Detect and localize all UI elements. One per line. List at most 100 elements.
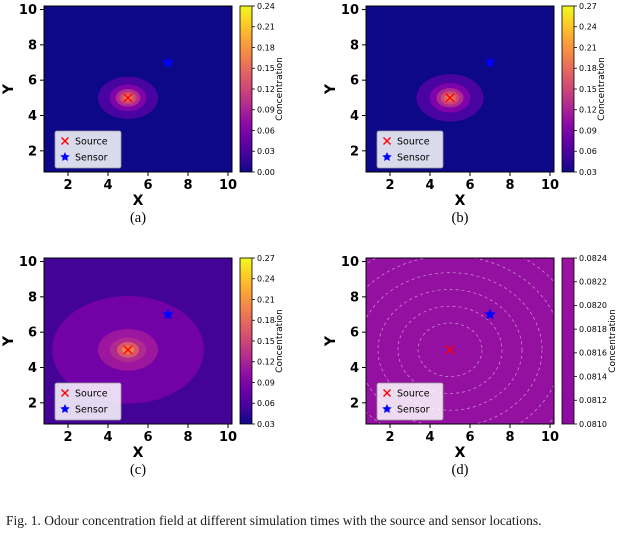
- panel-caption: (d): [452, 462, 469, 478]
- colorbar-tick-label: 0.12: [257, 358, 275, 367]
- source-marker-icon: [123, 345, 133, 355]
- colorbar-tick-label: 0.03: [257, 147, 275, 156]
- x-tick-label: 6: [465, 178, 474, 193]
- cross-stroke: [445, 93, 455, 103]
- colorbar-tick-label: 0.24: [257, 275, 275, 284]
- colorbar-tick-label: 0.24: [257, 2, 275, 11]
- colorbar-tick-label: 0.00: [257, 168, 275, 177]
- legend-sensor-label: Sensor: [75, 153, 108, 164]
- colorbar: [239, 5, 253, 173]
- colorbar-label: Concentration: [608, 309, 618, 373]
- x-tick-label: 6: [465, 430, 474, 445]
- y-tick-label: 10: [19, 3, 37, 18]
- cross-stroke: [383, 137, 391, 145]
- sensor-marker-icon: [162, 56, 174, 68]
- source-marker-icon: [445, 345, 455, 355]
- legend-box: [376, 382, 444, 421]
- legend: Source Sensor: [376, 130, 444, 169]
- y-axis-label: Y: [1, 83, 17, 95]
- y-tick-label: 6: [28, 74, 37, 89]
- x-tick-label: 10: [541, 178, 559, 193]
- legend-sensor-marker-icon: [382, 152, 392, 162]
- x-axis-label: X: [133, 193, 144, 209]
- y-tick-label: 6: [350, 326, 359, 341]
- x-tick-label: 4: [103, 430, 112, 445]
- colorbar-label: Concentration: [275, 309, 285, 373]
- y-tick-label: 8: [350, 38, 359, 53]
- colorbar-tick-label: 0.0810: [579, 420, 607, 429]
- colorbar-tick-label: 0.03: [579, 168, 597, 177]
- y-tick-label: 8: [28, 38, 37, 53]
- source-marker-icon: [123, 93, 133, 103]
- cross-stroke: [445, 345, 455, 355]
- colorbar-tick-label: 0.21: [579, 43, 597, 52]
- colorbar-tick-label: 0.0814: [579, 372, 607, 381]
- sensor-marker-icon: [162, 308, 174, 320]
- cross-stroke: [383, 389, 391, 397]
- colorbar-label: Concentration: [275, 57, 285, 121]
- colorbar-tick-label: 0.0816: [579, 349, 607, 358]
- x-axis-label: X: [133, 445, 144, 461]
- x-tick-label: 2: [385, 430, 394, 445]
- figure-caption: Fig. 1. Odour concentration field at dif…: [6, 513, 542, 528]
- x-tick-label: 2: [63, 430, 72, 445]
- x-axis-label: X: [455, 445, 466, 461]
- colorbar-tick-label: 0.27: [579, 2, 597, 11]
- legend-source-marker-icon: [383, 137, 391, 145]
- legend: Source Sensor: [54, 382, 122, 421]
- colorbar-tick-label: 0.18: [257, 316, 275, 325]
- y-tick-label: 4: [28, 361, 37, 376]
- colorbar-tick-label: 0.27: [257, 254, 275, 263]
- dashed-contour-line: [397, 305, 503, 394]
- axes-frame: [43, 5, 233, 173]
- colorbar-tick-label: 0.06: [257, 399, 275, 408]
- plot-d: 2 4 6 8 10 2 4 6 8 10 X Y 0.0810 0.0812 0.0814 0.0816 0.…: [323, 254, 618, 478]
- y-tick-label: 4: [28, 109, 37, 124]
- concentration-field: [366, 258, 554, 424]
- cross-stroke: [61, 389, 69, 397]
- colorbar-tick-label: 0.21: [257, 295, 275, 304]
- x-tick-label: 10: [541, 430, 559, 445]
- subplot-b: 2 4 6 8 10 2 4 6 8 10 X Y 0.03 0.06 0.09 0.12 0.15 0.18 0.…: [322, 0, 640, 250]
- colorbar-tick-label: 0.15: [257, 64, 275, 73]
- legend-sensor-label: Sensor: [397, 153, 430, 164]
- colorbar-tick-label: 0.06: [579, 147, 597, 156]
- axes-frame: [43, 257, 233, 425]
- cross-stroke: [123, 93, 133, 103]
- x-tick-label: 4: [425, 178, 434, 193]
- x-tick-label: 10: [219, 178, 237, 193]
- legend-sensor-marker-icon: [60, 404, 70, 414]
- colorbar-tick-label: 0.0818: [579, 325, 607, 334]
- x-tick-label: 10: [219, 430, 237, 445]
- colorbar-tick-label: 0.24: [579, 23, 597, 32]
- y-tick-label: 2: [350, 144, 359, 159]
- y-tick-label: 10: [341, 3, 359, 18]
- cross-stroke: [61, 137, 69, 145]
- y-tick-label: 6: [350, 74, 359, 89]
- legend-box: [54, 130, 122, 169]
- colorbar-tick-label: 0.12: [257, 85, 275, 94]
- legend: Source Sensor: [54, 130, 122, 169]
- legend-source-marker-icon: [61, 137, 69, 145]
- y-tick-label: 2: [28, 144, 37, 159]
- legend-source-label: Source: [397, 137, 430, 148]
- subplot-a: 2 4 6 8 10 2 4 6 8 10 X Y 0.00 0.03 0.06 0.09 0.12 0.15 0.…: [0, 0, 320, 250]
- colorbar-tick-label: 0.18: [257, 43, 275, 52]
- colorbar-tick-label: 0.18: [579, 64, 597, 73]
- plot-c: 2 4 6 8 10 2 4 6 8 10 X Y 0.03 0.06 0.09 0.12 0.15 0.18 0.…: [1, 254, 285, 478]
- colorbar: [561, 5, 575, 173]
- x-tick-label: 4: [425, 430, 434, 445]
- colorbar-tick-label: 0.0812: [579, 396, 607, 405]
- colorbar-tick-label: 0.15: [579, 85, 597, 94]
- panel-caption: (b): [452, 210, 469, 226]
- legend-box: [54, 382, 122, 421]
- axes-frame: [365, 257, 555, 425]
- sensor-marker-icon: [484, 308, 496, 320]
- x-tick-label: 4: [103, 178, 112, 193]
- legend-sensor-label: Sensor: [397, 405, 430, 416]
- colorbar-tick-label: 0.06: [257, 126, 275, 135]
- legend: Source Sensor: [376, 382, 444, 421]
- x-tick-label: 2: [385, 178, 394, 193]
- x-tick-label: 6: [143, 430, 152, 445]
- y-tick-label: 6: [28, 326, 37, 341]
